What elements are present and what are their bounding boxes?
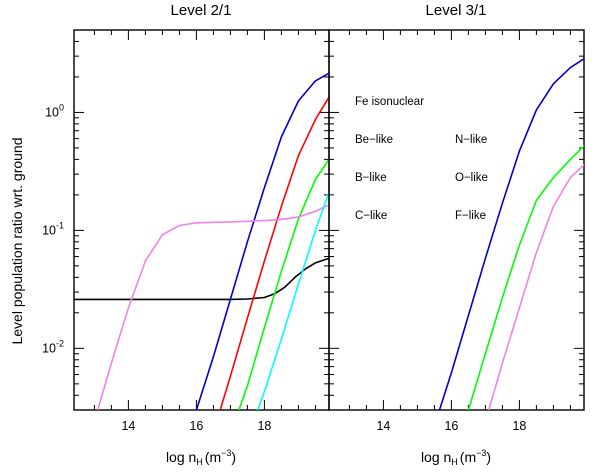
series-line-c-like — [195, 72, 329, 410]
x-axis-label-left: log nH (m−3) — [166, 448, 236, 467]
series-line-be-like — [74, 257, 329, 301]
legend-c-like: C−like — [355, 210, 387, 222]
legend-o-like: O−like — [455, 172, 488, 184]
y-tick-label: 10-2 — [42, 338, 64, 355]
series-line-n-like — [238, 158, 329, 410]
legend-be-like: Be−like — [355, 134, 393, 146]
x-tick-label: 16 — [444, 419, 458, 433]
x-tick-label: 18 — [512, 419, 526, 433]
panel-title-level-2-1: Level 2/1 — [171, 2, 232, 19]
x-axis-label-right: log nH (m−3) — [421, 448, 491, 467]
series-line-n-like — [467, 145, 584, 410]
panel-title-level-3-1: Level 3/1 — [426, 2, 487, 19]
series-line-f-like — [256, 191, 329, 410]
legend-b-like: B−like — [355, 172, 387, 184]
legend-f-like: F−like — [455, 210, 486, 222]
plot-frame-left — [73, 29, 330, 411]
series-group-right — [438, 58, 584, 410]
legend-n-like: N−like — [455, 134, 487, 146]
y-tick-label: 10-1 — [42, 220, 64, 237]
x-tick-label: 18 — [257, 419, 271, 433]
y-tick-label: 100 — [45, 102, 64, 119]
x-tick-label: 16 — [189, 419, 203, 433]
plot-frame-right — [328, 29, 585, 411]
series-line-o-like — [488, 164, 584, 410]
series-group-left — [74, 72, 329, 410]
x-tick-label: 14 — [376, 419, 390, 433]
legend-header: Fe isonuclear — [355, 96, 424, 108]
series-line-o-like — [97, 203, 329, 410]
x-tick-label: 14 — [121, 419, 135, 433]
series-line-b-like — [219, 96, 329, 410]
y-axis-label: Level population ratio wrt. ground — [9, 137, 25, 344]
series-line-c-like — [438, 58, 584, 410]
